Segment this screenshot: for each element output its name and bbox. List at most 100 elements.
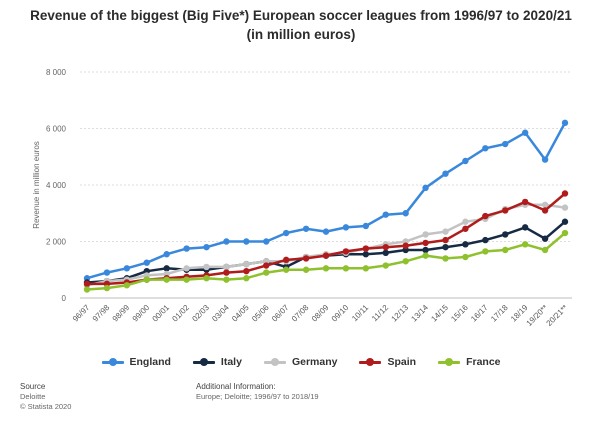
data-point[interactable] — [223, 276, 230, 283]
data-point[interactable] — [541, 201, 549, 208]
data-point[interactable] — [163, 276, 170, 283]
data-point[interactable] — [502, 231, 509, 238]
data-point[interactable] — [223, 269, 230, 276]
data-point[interactable] — [243, 275, 250, 282]
data-point[interactable] — [442, 228, 449, 235]
data-point[interactable] — [163, 265, 170, 272]
data-point[interactable] — [203, 263, 210, 271]
data-point[interactable] — [263, 238, 270, 245]
data-point[interactable] — [183, 276, 190, 283]
copyright-link[interactable]: © Statista 2020 — [20, 402, 72, 411]
data-point[interactable] — [83, 286, 91, 293]
data-point[interactable] — [422, 246, 429, 254]
grid-lines — [80, 71, 572, 299]
data-point[interactable] — [502, 246, 509, 254]
data-point[interactable] — [123, 265, 131, 272]
data-point[interactable] — [422, 184, 429, 192]
data-point[interactable] — [541, 207, 549, 214]
data-point[interactable] — [462, 218, 469, 225]
data-point[interactable] — [282, 229, 290, 237]
data-point[interactable] — [462, 225, 469, 232]
data-point[interactable] — [382, 262, 389, 269]
data-point[interactable] — [462, 157, 469, 165]
data-point[interactable] — [482, 248, 489, 255]
data-point[interactable] — [83, 280, 91, 288]
series-line — [86, 203, 566, 287]
data-point[interactable] — [302, 266, 310, 273]
data-point[interactable] — [561, 119, 569, 127]
data-point[interactable] — [422, 231, 429, 238]
data-point[interactable] — [263, 269, 270, 276]
data-point[interactable] — [263, 262, 270, 269]
data-point[interactable] — [482, 145, 489, 152]
data-point[interactable] — [502, 207, 509, 214]
data-point[interactable] — [422, 239, 429, 247]
data-point[interactable] — [382, 249, 389, 256]
data-point[interactable] — [402, 258, 409, 265]
data-point[interactable] — [302, 225, 310, 232]
legend-item-france[interactable]: France — [438, 356, 501, 368]
data-point[interactable] — [282, 266, 290, 273]
data-point[interactable] — [342, 248, 350, 255]
data-point[interactable] — [402, 242, 409, 249]
data-point[interactable] — [382, 211, 389, 218]
data-point[interactable] — [502, 140, 509, 148]
additional-info-heading: Additional Information: — [196, 382, 276, 391]
data-point[interactable] — [521, 129, 529, 136]
data-point[interactable] — [123, 282, 131, 289]
legend-item-germany[interactable]: Germany — [263, 356, 337, 368]
data-point[interactable] — [183, 245, 190, 252]
data-point[interactable] — [362, 265, 370, 272]
data-point[interactable] — [561, 204, 569, 211]
data-point[interactable] — [462, 241, 469, 248]
data-point[interactable] — [561, 190, 569, 197]
data-point[interactable] — [322, 252, 330, 259]
data-point[interactable] — [561, 229, 569, 237]
data-point[interactable] — [541, 235, 549, 242]
legend-item-england[interactable]: England — [101, 356, 171, 368]
data-point[interactable] — [203, 243, 210, 251]
legend-item-spain[interactable]: Spain — [359, 356, 416, 368]
data-point[interactable] — [342, 224, 350, 231]
data-point[interactable] — [402, 210, 409, 217]
data-point[interactable] — [482, 236, 489, 244]
data-point[interactable] — [302, 255, 310, 262]
data-point[interactable] — [362, 251, 370, 258]
data-point[interactable] — [442, 243, 449, 251]
data-point[interactable] — [541, 156, 549, 163]
legend: England Italy Germany Spain France — [0, 356, 602, 368]
data-point[interactable] — [442, 255, 449, 262]
legend-item-italy[interactable]: Italy — [192, 356, 242, 368]
data-point[interactable] — [243, 267, 250, 275]
data-point[interactable] — [561, 218, 569, 225]
data-point[interactable] — [362, 222, 370, 230]
data-point[interactable] — [521, 224, 529, 231]
data-point[interactable] — [143, 276, 150, 283]
data-point[interactable] — [541, 246, 549, 254]
data-point[interactable] — [521, 241, 529, 248]
data-point[interactable] — [163, 251, 170, 258]
legend-swatch — [192, 357, 215, 367]
data-point[interactable] — [422, 252, 429, 259]
data-point[interactable] — [322, 265, 330, 272]
data-point[interactable] — [442, 236, 449, 244]
data-point[interactable] — [322, 228, 330, 235]
data-point[interactable] — [521, 198, 529, 206]
data-point[interactable] — [203, 275, 210, 282]
data-point[interactable] — [442, 170, 449, 177]
data-point[interactable] — [482, 212, 489, 220]
data-point[interactable] — [282, 256, 290, 264]
data-point[interactable] — [462, 253, 469, 261]
x-tick-label: 98/99 — [111, 303, 132, 324]
data-point[interactable] — [342, 265, 350, 272]
data-point[interactable] — [103, 269, 111, 276]
data-point[interactable] — [103, 284, 111, 292]
data-point[interactable] — [223, 263, 230, 271]
data-point[interactable] — [223, 238, 230, 245]
data-point[interactable] — [143, 259, 150, 266]
data-point[interactable] — [243, 260, 250, 268]
data-point[interactable] — [382, 243, 389, 251]
data-point[interactable] — [183, 265, 190, 272]
data-point[interactable] — [243, 238, 250, 245]
data-point[interactable] — [362, 245, 370, 252]
